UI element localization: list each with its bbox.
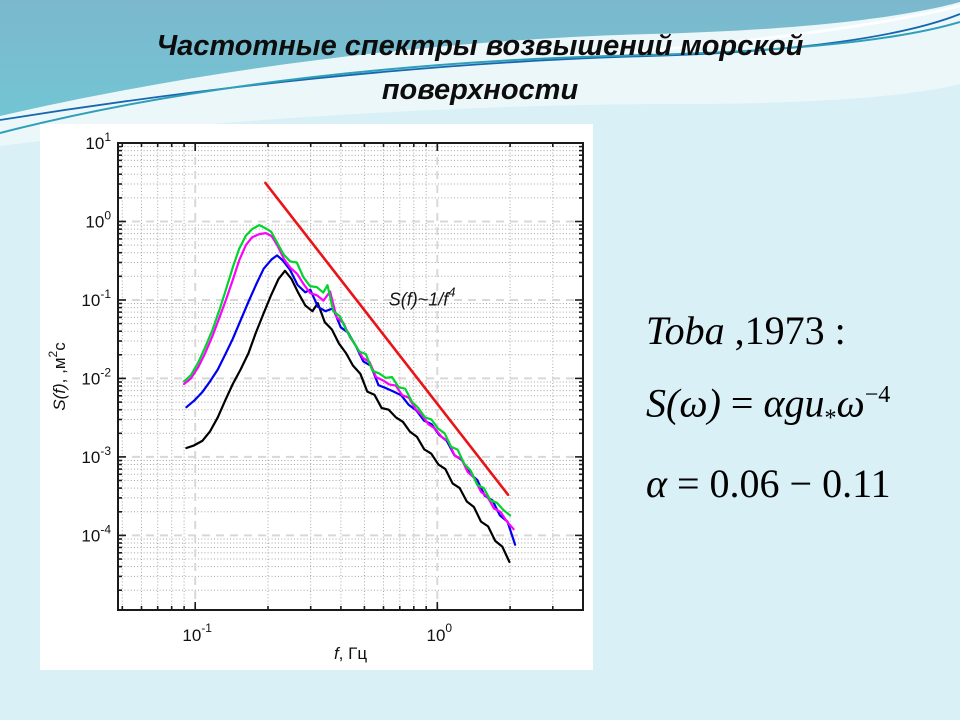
slide-title-line2: поверхности	[381, 74, 579, 106]
formula-line-spectrum: S(ω) = αgu*ω−4	[646, 363, 891, 451]
slope-annotation: S(f)~1/f4	[389, 285, 456, 310]
wave-white-stripe	[559, 4, 960, 60]
formula-omega: ω	[836, 380, 865, 426]
series-spectrum-green	[183, 224, 512, 517]
y-tick-label: 10-2	[81, 365, 111, 388]
series-reference-f-minus-4	[264, 181, 510, 496]
formula-author: Toba	[646, 308, 725, 353]
formula-line-reference: Toba ,1973 :	[646, 298, 891, 363]
x-axis-label: f, Гц	[334, 644, 367, 663]
y-axis-label: S(f), ,м2c	[46, 342, 69, 411]
y-tick-label: 10-1	[81, 287, 111, 310]
formula-exponent: −4	[864, 382, 891, 408]
axes-frame	[117, 142, 584, 611]
formula-alpha-symbol: α	[646, 461, 667, 507]
formula-alpha-range: = 0.06 − 0.11	[667, 461, 891, 507]
toba-formula-block: Toba ,1973 : S(ω) = αgu*ω−4 α = 0.06 − 0…	[646, 298, 891, 516]
y-tick-label: 10-4	[81, 522, 111, 545]
series-spectrum-black	[185, 269, 511, 563]
formula-line-alpha: α = 0.06 − 0.11	[646, 451, 891, 516]
spectra-chart: 10-1 100 101 100 10-1 10-2 10-3 10-4 f, Гц S(f), …	[46, 130, 584, 663]
wave-line-teal	[0, 21, 960, 134]
x-tick-label: 10-1	[182, 621, 212, 645]
formula-lhs: S(ω)	[646, 380, 721, 426]
y-tick-label: 10-3	[81, 444, 111, 467]
wave-line-dark-blue	[0, 13, 960, 121]
plot-panel: 10-1 100 101 100 10-1 10-2 10-3 10-4 f, Гц S(f), …	[40, 124, 593, 670]
slide-title: Частотные спектры возвышений морской пов…	[0, 24, 960, 112]
y-tick-label: 100	[85, 209, 111, 232]
formula-subscript-star: *	[824, 405, 837, 432]
formula-year: ,1973 :	[724, 308, 846, 353]
formula-equals: =	[720, 380, 764, 426]
y-tick-label: 101	[85, 130, 111, 153]
formula-coefficient: αgu	[763, 380, 825, 426]
slide-title-line1: Частотные спектры возвышений морской	[156, 30, 804, 62]
x-tick-label: 100	[426, 621, 452, 645]
